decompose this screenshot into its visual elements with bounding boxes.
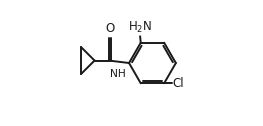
Text: Cl: Cl [172,77,184,90]
Text: NH: NH [110,69,125,79]
Text: O: O [105,22,115,35]
Text: H$_2$N: H$_2$N [128,20,152,35]
